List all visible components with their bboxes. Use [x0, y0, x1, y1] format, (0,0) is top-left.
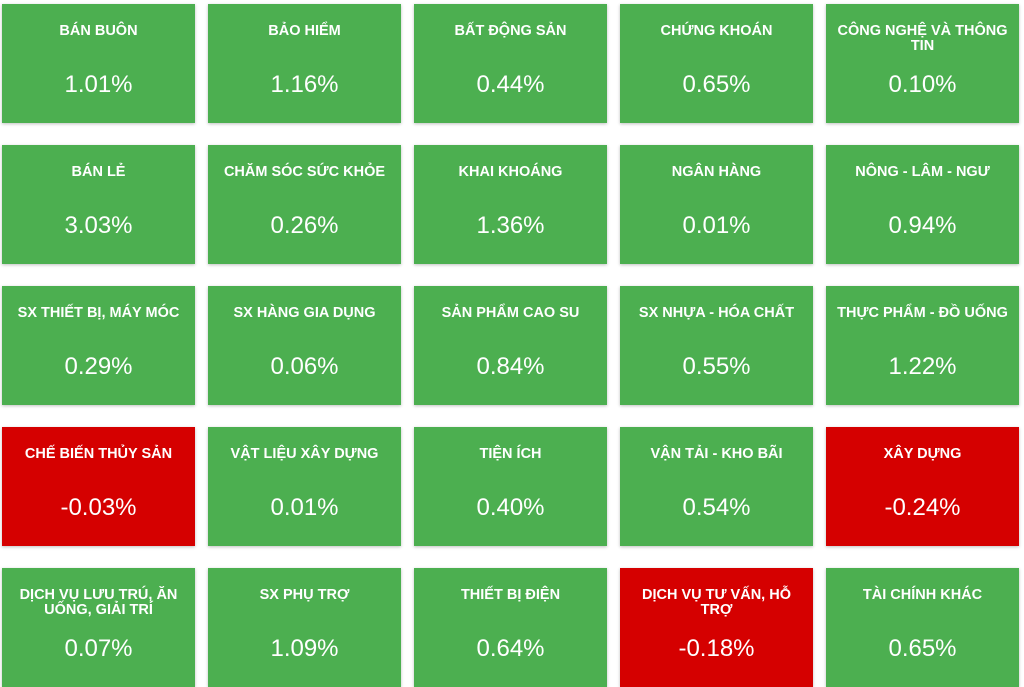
sector-name: VẬN TẢI - KHO BÃI [650, 446, 783, 462]
sector-tile[interactable]: TIỆN ÍCH 0.40% [414, 427, 607, 546]
sector-tile[interactable]: NGÂN HÀNG 0.01% [620, 145, 813, 264]
sector-tile[interactable]: CHẾ BIẾN THỦY SẢN -0.03% [2, 427, 195, 546]
sector-change-value: -0.03% [60, 494, 137, 521]
sector-name: BÁN BUÔN [59, 23, 138, 39]
sector-name: SẢN PHẨM CAO SU [441, 305, 580, 321]
sector-tile[interactable]: VẬN TẢI - KHO BÃI 0.54% [620, 427, 813, 546]
sector-change-value: 0.64% [476, 635, 545, 662]
sector-name: BÁN LẺ [71, 164, 126, 180]
sector-change-value: 3.03% [64, 212, 133, 239]
sector-change-value: 0.54% [682, 494, 751, 521]
sector-name: KHAI KHOÁNG [458, 164, 563, 180]
sector-tile[interactable]: THỰC PHẨM - ĐỒ UỐNG 1.22% [826, 286, 1019, 405]
sector-name: XÂY DỰNG [883, 446, 962, 462]
sector-name: CHẾ BIẾN THỦY SẢN [24, 446, 173, 462]
sector-tile[interactable]: BẢO HIỂM 1.16% [208, 4, 401, 123]
sector-name: DỊCH VỤ LƯU TRÚ, ĂN UỐNG, GIẢI TRÍ [19, 587, 178, 618]
sector-change-value: -0.18% [678, 635, 755, 662]
sector-change-value: 0.55% [682, 353, 751, 380]
sector-change-value: 0.65% [682, 71, 751, 98]
sector-tile[interactable]: CÔNG NGHỆ VÀ THÔNG TIN 0.10% [826, 4, 1019, 123]
sector-change-value: 0.01% [682, 212, 751, 239]
sector-tile[interactable]: SX THIẾT BỊ, MÁY MÓC 0.29% [2, 286, 195, 405]
sector-name: THỰC PHẨM - ĐỒ UỐNG [837, 305, 1008, 321]
sector-change-value: 0.07% [64, 635, 133, 662]
sector-tile[interactable]: XÂY DỰNG -0.24% [826, 427, 1019, 546]
sector-change-value: 1.36% [476, 212, 545, 239]
sector-name: SX HÀNG GIA DỤNG [233, 305, 376, 321]
sector-tile[interactable]: SX NHỰA - HÓA CHẤT 0.55% [620, 286, 813, 405]
sector-tile[interactable]: VẬT LIỆU XÂY DỰNG 0.01% [208, 427, 401, 546]
sector-tile[interactable]: BÁN BUÔN 1.01% [2, 4, 195, 123]
sector-name: VẬT LIỆU XÂY DỰNG [230, 446, 379, 462]
sector-change-value: 1.22% [888, 353, 957, 380]
sector-name: BẤT ĐỘNG SẢN [454, 23, 567, 39]
sector-name: NGÂN HÀNG [671, 164, 762, 180]
sector-change-value: 0.65% [888, 635, 957, 662]
sector-name: CHỨNG KHOÁN [660, 23, 773, 39]
sector-change-value: 0.10% [888, 71, 957, 98]
sector-tile[interactable]: SX HÀNG GIA DỤNG 0.06% [208, 286, 401, 405]
sector-name: NÔNG - LÂM - NGƯ [855, 164, 990, 180]
sector-change-value: 0.01% [270, 494, 339, 521]
sector-name: CÔNG NGHỆ VÀ THÔNG TIN [837, 23, 1008, 54]
sector-change-value: 0.26% [270, 212, 339, 239]
sector-tile[interactable]: BÁN LẺ 3.03% [2, 145, 195, 264]
sector-heatmap-grid: BÁN BUÔN 1.01% BẢO HIỂM 1.16% BẤT ĐỘNG SẢN 0.… [2, 4, 1019, 687]
sector-tile[interactable]: KHAI KHOÁNG 1.36% [414, 145, 607, 264]
sector-change-value: -0.24% [884, 494, 961, 521]
sector-name: CHĂM SÓC SỨC KHỎE [223, 164, 386, 180]
sector-change-value: 0.94% [888, 212, 957, 239]
sector-change-value: 0.84% [476, 353, 545, 380]
sector-name: SX THIẾT BỊ, MÁY MÓC [17, 305, 180, 321]
sector-change-value: 1.09% [270, 635, 339, 662]
sector-change-value: 0.29% [64, 353, 133, 380]
sector-name: SX PHỤ TRỢ [259, 587, 350, 603]
sector-tile[interactable]: THIẾT BỊ ĐIỆN 0.64% [414, 568, 607, 687]
sector-tile[interactable]: CHỨNG KHOÁN 0.65% [620, 4, 813, 123]
sector-tile[interactable]: NÔNG - LÂM - NGƯ 0.94% [826, 145, 1019, 264]
sector-change-value: 0.44% [476, 71, 545, 98]
sector-name: TÀI CHÍNH KHÁC [862, 587, 983, 603]
sector-name: SX NHỰA - HÓA CHẤT [638, 305, 795, 321]
sector-tile[interactable]: CHĂM SÓC SỨC KHỎE 0.26% [208, 145, 401, 264]
sector-name: BẢO HIỂM [268, 23, 341, 39]
sector-change-value: 1.16% [270, 71, 339, 98]
sector-tile[interactable]: DỊCH VỤ TƯ VẤN, HỖ TRỢ -0.18% [620, 568, 813, 687]
sector-tile[interactable]: SẢN PHẨM CAO SU 0.84% [414, 286, 607, 405]
sector-tile[interactable]: SX PHỤ TRỢ 1.09% [208, 568, 401, 687]
sector-name: DỊCH VỤ TƯ VẤN, HỖ TRỢ [642, 587, 791, 618]
sector-name: THIẾT BỊ ĐIỆN [460, 587, 561, 603]
sector-name: TIỆN ÍCH [479, 446, 542, 462]
sector-change-value: 0.40% [476, 494, 545, 521]
sector-tile[interactable]: DỊCH VỤ LƯU TRÚ, ĂN UỐNG, GIẢI TRÍ 0.07% [2, 568, 195, 687]
sector-tile[interactable]: BẤT ĐỘNG SẢN 0.44% [414, 4, 607, 123]
sector-change-value: 1.01% [64, 71, 133, 98]
sector-tile[interactable]: TÀI CHÍNH KHÁC 0.65% [826, 568, 1019, 687]
sector-change-value: 0.06% [270, 353, 339, 380]
